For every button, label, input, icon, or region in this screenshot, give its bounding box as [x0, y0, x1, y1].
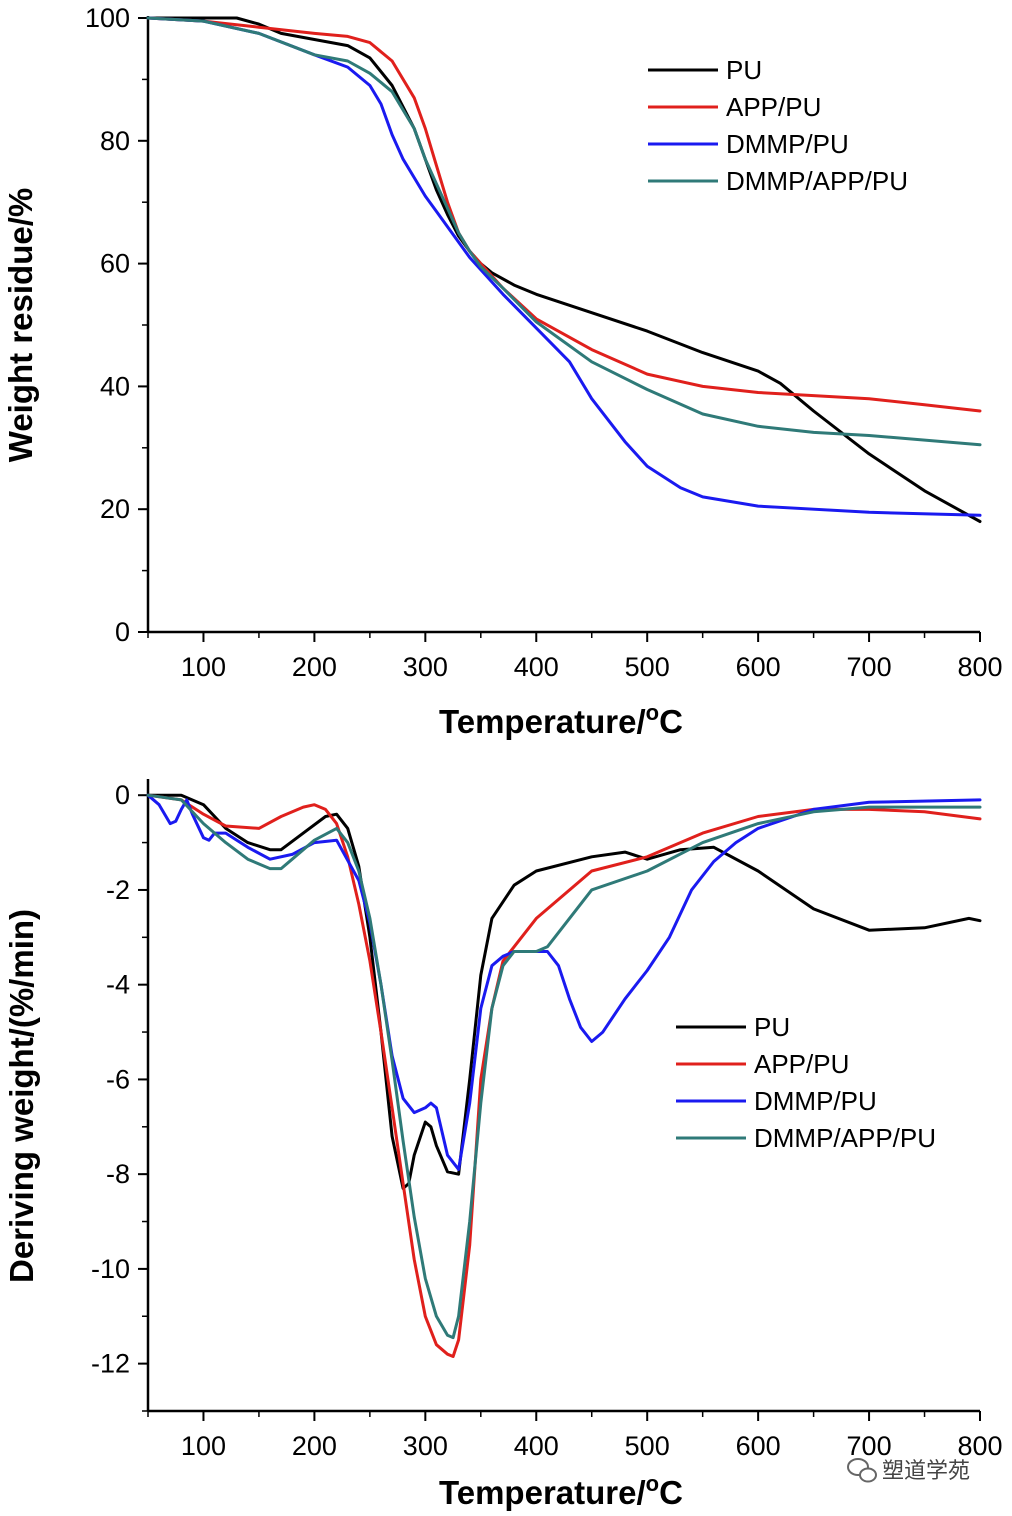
legend-label: APP/PU — [754, 1049, 849, 1079]
x-tick-label: 300 — [403, 652, 448, 682]
x-tick-label: 700 — [847, 1431, 892, 1461]
y-tick-label: -6 — [106, 1064, 130, 1094]
legend-label: DMMP/APP/PU — [726, 166, 908, 196]
y-tick-label: -10 — [91, 1254, 130, 1284]
x-tick-label: 600 — [736, 652, 781, 682]
x-tick-label: 500 — [625, 1431, 670, 1461]
legend-label: DMMP/PU — [726, 129, 849, 159]
series-line-pu — [146, 793, 982, 1190]
series-line-pu — [146, 16, 982, 523]
watermark: 塑道学苑 — [847, 1458, 970, 1484]
legend-label: DMMP/PU — [754, 1086, 877, 1116]
y-tick-label: 0 — [115, 617, 130, 647]
wechat-icon — [847, 1458, 877, 1483]
dtg-derivative-chart: 100 200 300 400 500 600 700 800 0 -2 -4 -6 -8 -10 -12 D… — [3, 779, 1003, 1511]
x-tick-label: 500 — [625, 652, 670, 682]
legend-label: APP/PU — [726, 92, 821, 122]
x-axis-title: Temperature/oC — [439, 1471, 683, 1511]
y-tick-label: 60 — [100, 249, 130, 279]
y-axis-title: Deriving weight/(%/min) — [3, 909, 40, 1283]
y-tick-label: -2 — [106, 875, 130, 905]
x-axis-title: Temperature/oC — [439, 700, 683, 740]
tga-weight-residue-chart: 100 200 300 400 500 600 700 800 0 20 40 60 80 100 Weig… — [2, 3, 1003, 740]
series-line-app-pu — [146, 16, 982, 413]
y-tick-label: 80 — [100, 126, 130, 156]
x-tick-label: 700 — [847, 652, 892, 682]
x-tick-label: 800 — [957, 1431, 1002, 1461]
x-tick-label: 600 — [736, 1431, 781, 1461]
y-axis-title: Weight residue/% — [2, 188, 39, 462]
x-axis-title-degree: o — [646, 1471, 659, 1496]
x-tick-label: 400 — [514, 1431, 559, 1461]
y-tick-label: -8 — [106, 1159, 130, 1189]
watermark-text: 塑道学苑 — [882, 1459, 970, 1484]
series-line-dmmp-pu — [146, 793, 982, 1171]
y-tick-label: 100 — [85, 3, 130, 33]
y-tick-label: 20 — [100, 494, 130, 524]
y-tick-label: -12 — [91, 1349, 130, 1379]
series-line-app-pu — [146, 793, 982, 1358]
x-tick-label: 800 — [957, 652, 1002, 682]
x-tick-label: 400 — [514, 652, 559, 682]
y-tick-label: 0 — [115, 780, 130, 810]
x-tick-label: 100 — [181, 652, 226, 682]
y-tick-label: -4 — [106, 970, 130, 1000]
x-axis-title-unit: C — [659, 703, 683, 740]
legend-label: PU — [726, 55, 762, 85]
series-line-dmmp-app-pu — [146, 16, 982, 447]
legend-label: PU — [754, 1012, 790, 1042]
series-line-dmmp-app-pu — [146, 793, 982, 1340]
legend-label: DMMP/APP/PU — [754, 1123, 936, 1153]
x-axis-title-unit: C — [659, 1474, 683, 1511]
x-axis-title-degree: o — [646, 700, 659, 725]
y-tick-label: 40 — [100, 371, 130, 401]
x-tick-label: 200 — [292, 1431, 337, 1461]
x-tick-label: 100 — [181, 1431, 226, 1461]
x-axis-title-main: Temperature/ — [439, 703, 646, 740]
x-tick-label: 200 — [292, 652, 337, 682]
x-tick-label: 300 — [403, 1431, 448, 1461]
x-axis-title-main: Temperature/ — [439, 1474, 646, 1511]
series-line-dmmp-pu — [146, 16, 982, 517]
